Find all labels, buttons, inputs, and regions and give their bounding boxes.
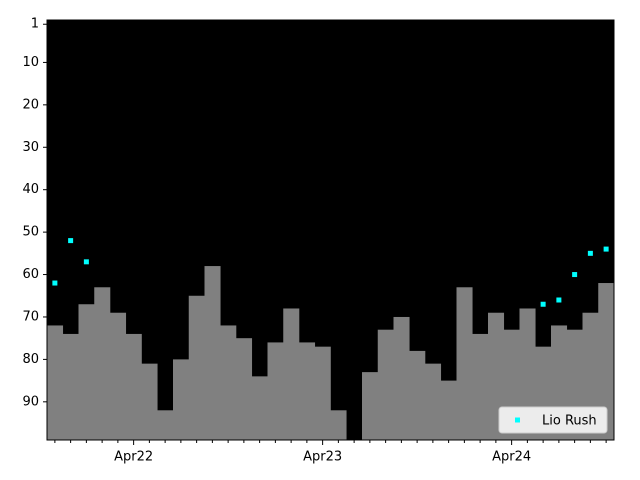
bar [204,266,221,440]
point [68,238,74,244]
legend-label: Lio Rush [542,414,597,429]
x-tick-label: Apr24 [492,450,531,465]
y-tick-label: 1 [31,17,39,32]
legend: Lio Rush [498,406,608,434]
x-tick-label: Apr23 [303,450,342,465]
y-tick-label: 80 [22,352,39,367]
bar [220,325,237,440]
x-tick-label: Apr22 [114,450,153,465]
bar [299,342,316,440]
bar [267,342,284,440]
point [587,250,593,256]
bar [157,410,174,440]
point [603,246,609,252]
point [52,280,58,286]
bar [472,333,489,440]
bar [598,283,615,440]
bar [251,376,268,440]
bar [125,333,142,440]
y-tick-label: 60 [22,267,39,282]
bar [236,338,253,440]
y-tick-label: 20 [22,97,39,112]
bar [440,380,457,440]
legend-marker [515,417,520,423]
bar [173,359,190,440]
y-tick-label: 30 [22,140,39,155]
point [540,301,546,307]
bar [62,333,79,440]
bar [393,316,410,440]
y-tick-label: 90 [22,394,39,409]
bar [283,308,300,440]
bar [141,363,158,440]
bar [314,346,331,440]
bar [456,287,473,440]
bar [377,329,394,440]
bar [425,363,442,440]
bar [47,325,64,440]
point [556,297,562,303]
y-tick-label: 70 [22,309,39,324]
bar [78,304,95,440]
bar [188,295,205,440]
y-tick-label: 10 [22,55,39,70]
legend-box [498,406,608,434]
bar [94,287,111,440]
plot-frame [46,19,615,441]
y-tick-label: 50 [22,225,39,240]
y-tick-label: 40 [22,182,39,197]
bar [330,410,347,440]
point [572,272,578,278]
bar [110,312,127,440]
bar [362,372,379,440]
point [83,259,89,265]
bar [409,350,426,440]
